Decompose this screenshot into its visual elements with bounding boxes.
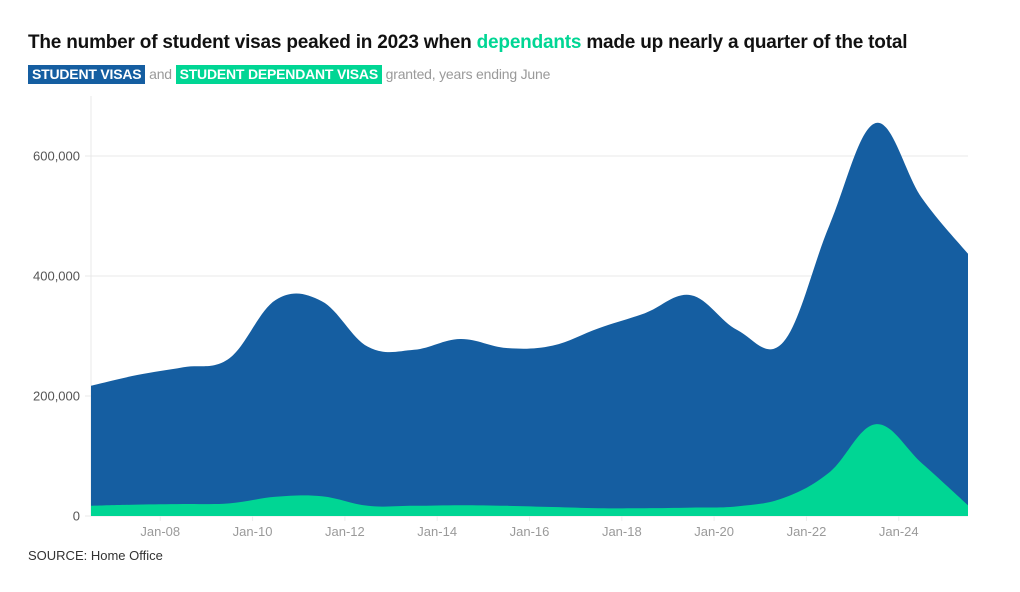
x-tick-label: Jan-10 [233,524,273,539]
chart-areas [91,122,968,516]
y-tick-label: 200,000 [33,389,80,404]
x-tick-label: Jan-12 [325,524,365,539]
subtitle-rest: granted, years ending June [381,66,551,82]
y-axis: 0 200,000 400,000 600,000 [33,149,80,524]
y-tick-label: 0 [73,509,80,524]
y-tick-label: 600,000 [33,149,80,164]
area-dependant-visas [91,424,968,516]
source-note: SOURCE: Home Office [28,548,163,563]
y-tick-label: 400,000 [33,269,80,284]
x-tick-label: Jan-08 [140,524,180,539]
x-tick-label: Jan-14 [417,524,457,539]
legend-student-visas: STUDENT VISAS [28,65,146,84]
x-tick-label: Jan-20 [694,524,734,539]
x-tick-label: Jan-24 [879,524,919,539]
x-tick-label: Jan-16 [510,524,550,539]
legend-dependant-visas: STUDENT DEPENDANT VISAS [175,65,382,84]
title-part2: made up nearly a quarter of the total [581,32,908,53]
x-tick-label: Jan-22 [787,524,827,539]
chart-subtitle: STUDENT VISAS and STUDENT DEPENDANT VISA… [28,65,550,84]
title-highlight: dependants [476,32,582,53]
title-part1: The number of student visas peaked in 20… [28,32,477,53]
chart-title: The number of student visas peaked in 20… [28,32,907,54]
area-student-visas [91,122,968,516]
x-tick-label: Jan-18 [602,524,642,539]
x-axis: Jan-08 Jan-10 Jan-12 Jan-14 Jan-16 Jan-18 Jan-… [140,516,919,539]
subtitle-and: and [145,66,176,82]
